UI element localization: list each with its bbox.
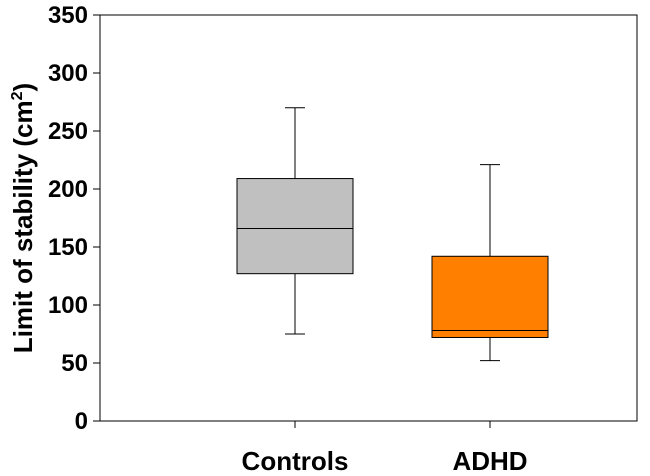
y-axis-title-close: ): [8, 83, 38, 92]
box-controls: [236, 107, 354, 335]
y-tick-label: 50: [61, 350, 88, 377]
y-tick-label: 250: [48, 118, 88, 145]
y-axis-title-main: Limit of stability (cm: [8, 100, 38, 353]
y-tick-label: 150: [48, 234, 88, 261]
x-tick-label: Controls: [242, 446, 349, 476]
y-axis-title-superscript: 2: [9, 91, 26, 100]
box-series: [236, 107, 549, 362]
box-adhd: [431, 164, 549, 362]
y-tick-label: 300: [48, 60, 88, 87]
y-axis-title: Limit of stability (cm2): [8, 83, 38, 353]
box-iqr: [431, 255, 549, 338]
y-axis: 0 50 100 150 200 250 300 350: [48, 2, 100, 435]
y-tick-label: 100: [48, 292, 88, 319]
y-tick-label: 200: [48, 176, 88, 203]
x-tick-label: ADHD: [452, 446, 527, 476]
x-axis: Controls ADHD: [242, 421, 528, 476]
y-tick-label: 0: [75, 408, 88, 435]
plot-frame: [99, 14, 638, 422]
box-iqr: [236, 178, 354, 275]
y-tick-label: 350: [48, 2, 88, 29]
